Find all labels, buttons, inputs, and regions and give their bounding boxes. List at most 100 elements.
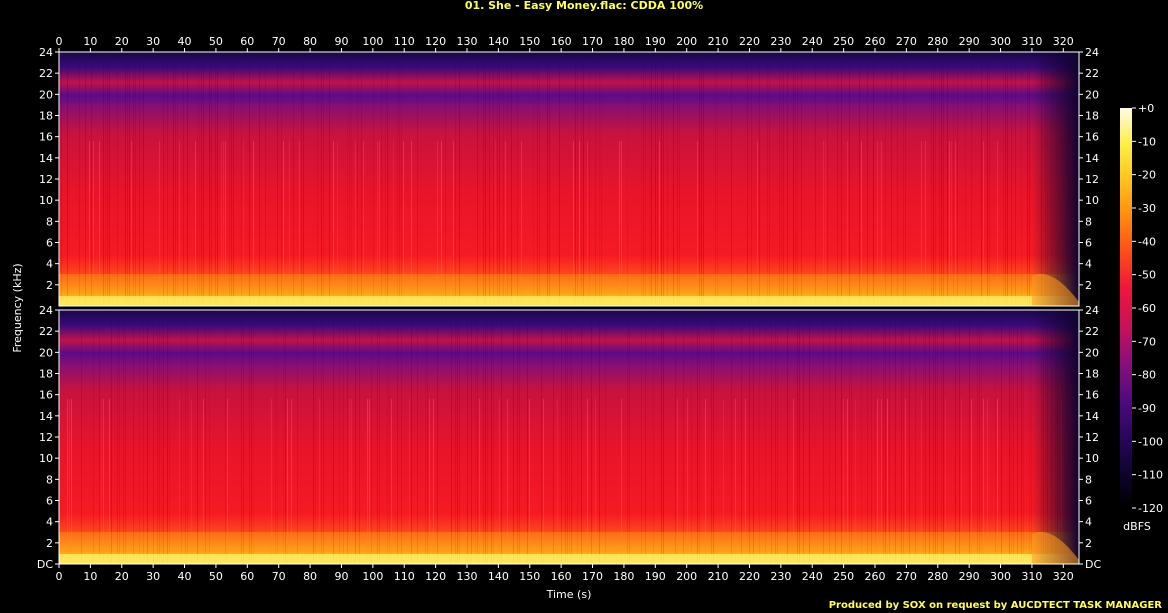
x-tick-label-bottom: 150 <box>519 570 540 583</box>
y-tick-label-right: 12 <box>1085 431 1099 444</box>
y-tick-label-left: 20 <box>39 88 53 101</box>
y-tick-label-right: 2 <box>1085 537 1092 550</box>
y-tick-label-right: 16 <box>1085 131 1099 144</box>
x-tick-label-top: 210 <box>708 35 729 48</box>
y-tick-label-right: 8 <box>1085 473 1092 486</box>
y-tick-label-left: 2 <box>46 537 53 550</box>
y-tick-label-right: 6 <box>1085 237 1092 250</box>
y-tick-label-right: 8 <box>1085 215 1092 228</box>
x-tick-label-top: 70 <box>272 35 286 48</box>
colorbar-label: dBFS <box>1123 520 1151 533</box>
x-tick-label-bottom: 200 <box>676 570 697 583</box>
x-tick-label-bottom: 300 <box>990 570 1011 583</box>
x-tick-label-top: 30 <box>146 35 160 48</box>
channel-1-spectrogram <box>58 51 1080 307</box>
y-tick-label-right: 4 <box>1085 516 1092 529</box>
x-tick-label-bottom: 60 <box>240 570 254 583</box>
x-tick-label-bottom: 140 <box>488 570 509 583</box>
x-tick-label-bottom: 50 <box>209 570 223 583</box>
y-tick-label-right: 6 <box>1085 495 1092 508</box>
dbfs-colorbar: +0 -10 -20 -30 -40 -50 -60 -70 -80 -90 -100 -110 -12… <box>1120 102 1163 533</box>
x-tick-label-bottom: 10 <box>83 570 97 583</box>
x-tick-label-bottom: 240 <box>802 570 823 583</box>
y-tick-label-right: 22 <box>1085 325 1099 338</box>
colorbar-tick-label: -40 <box>1138 235 1156 248</box>
x-tick-label-bottom: 110 <box>394 570 415 583</box>
x-tick-label-top: 50 <box>209 35 223 48</box>
y-tick-label-right: 22 <box>1085 67 1099 80</box>
x-tick-label-bottom: 170 <box>582 570 603 583</box>
y-tick-label-right: 4 <box>1085 258 1092 271</box>
x-tick-label-bottom: 310 <box>1021 570 1042 583</box>
y-tick-label-right: 18 <box>1085 110 1099 123</box>
y-tick-label-right: 14 <box>1085 152 1099 165</box>
y-tick-label-right: 18 <box>1085 368 1099 381</box>
y-tick-label-right: 24 <box>1085 46 1099 59</box>
x-tick-label-bottom: 220 <box>739 570 760 583</box>
x-tick-label-bottom: 100 <box>362 570 383 583</box>
y-tick-label-left: 6 <box>46 495 53 508</box>
x-tick-label-bottom: 270 <box>896 570 917 583</box>
spectrogram-field <box>59 310 1079 564</box>
y-tick-label-left: 22 <box>39 67 53 80</box>
y-tick-label-left: 24 <box>39 304 53 317</box>
channel-2-spectrogram <box>58 309 1080 565</box>
x-tick-label-top: 300 <box>990 35 1011 48</box>
x-tick-label-top: 10 <box>83 35 97 48</box>
footer-credit: Produced by SOX on request by AUCDTECT T… <box>828 600 1162 611</box>
y-tick-label-right: 14 <box>1085 410 1099 423</box>
x-tick-label-top: 120 <box>425 35 446 48</box>
x-tick-label-top: 220 <box>739 35 760 48</box>
x-tick-label-bottom: 190 <box>645 570 666 583</box>
colorbar-tick-label: +0 <box>1138 102 1154 115</box>
x-tick-label-top: 150 <box>519 35 540 48</box>
y-tick-label-left: 12 <box>39 431 53 444</box>
y-tick-label-right: 12 <box>1085 173 1099 186</box>
y-tick-label-left: 18 <box>39 368 53 381</box>
y-tick-label-left: 8 <box>46 473 53 486</box>
y-tick-label-left: 10 <box>39 194 53 207</box>
x-tick-label-top: 90 <box>334 35 348 48</box>
x-tick-label-top: 0 <box>56 35 63 48</box>
x-tick-label-bottom: 130 <box>457 570 478 583</box>
x-tick-label-bottom: 230 <box>770 570 791 583</box>
y-tick-label-left: 14 <box>39 410 53 423</box>
x-tick-label-bottom: 90 <box>334 570 348 583</box>
x-tick-label-bottom: 70 <box>272 570 286 583</box>
colorbar-tick-label: -100 <box>1138 435 1163 448</box>
x-tick-label-bottom: 290 <box>959 570 980 583</box>
colorbar-tick-label: -30 <box>1138 202 1156 215</box>
x-tick-label-top: 320 <box>1053 35 1074 48</box>
y-tick-label-left: 4 <box>46 258 53 271</box>
y-tick-label-left: DC <box>37 558 53 571</box>
x-axis-label: Time (s) <box>546 588 592 601</box>
y-tick-label-right: 10 <box>1085 194 1099 207</box>
x-tick-label-top: 200 <box>676 35 697 48</box>
y-tick-label-left: 10 <box>39 452 53 465</box>
colorbar-tick-label: -80 <box>1138 369 1156 382</box>
x-tick-label-bottom: 0 <box>56 570 63 583</box>
x-tick-label-top: 280 <box>927 35 948 48</box>
y-tick-label-right: 20 <box>1085 88 1099 101</box>
x-tick-label-top: 140 <box>488 35 509 48</box>
y-tick-label-left: 14 <box>39 152 53 165</box>
x-tick-label-bottom: 40 <box>178 570 192 583</box>
x-tick-label-bottom: 250 <box>833 570 854 583</box>
y-tick-label-left: 20 <box>39 346 53 359</box>
y-tick-label-left: 2 <box>46 279 53 292</box>
x-tick-label-bottom: 320 <box>1053 570 1074 583</box>
x-tick-label-bottom: 30 <box>146 570 160 583</box>
x-tick-label-bottom: 160 <box>551 570 572 583</box>
y-tick-label-right: 24 <box>1085 304 1099 317</box>
x-tick-label-bottom: 20 <box>115 570 129 583</box>
y-tick-label-left: 6 <box>46 237 53 250</box>
axes: 0 0 10 10 20 20 30 30 40 40 50 50 60 60 70 70 80 80 90 90 10… <box>11 35 1101 601</box>
colorbar-tick-label: -70 <box>1138 335 1156 348</box>
colorbar-gradient <box>1120 108 1132 508</box>
y-tick-label-right: 10 <box>1085 452 1099 465</box>
y-tick-label-left: 4 <box>46 516 53 529</box>
y-tick-label-left: 24 <box>39 46 53 59</box>
spectrogram-field <box>59 52 1079 306</box>
x-tick-label-top: 40 <box>178 35 192 48</box>
